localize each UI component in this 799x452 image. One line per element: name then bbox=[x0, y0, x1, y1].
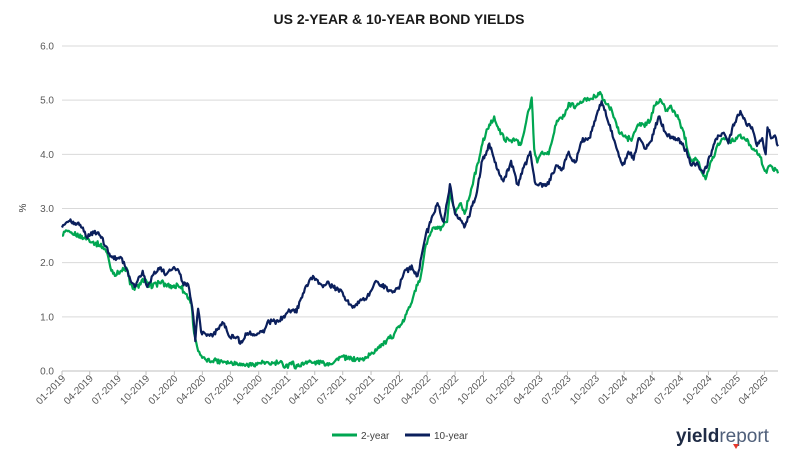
x-tick-label: 10-2020 bbox=[231, 373, 265, 407]
x-tick-label: 01-2020 bbox=[147, 373, 181, 407]
series-line-10-year bbox=[60, 100, 779, 345]
legend-label-10-year: 10-year bbox=[434, 431, 469, 442]
brand-logo-bold: yield bbox=[676, 426, 719, 447]
x-tick-label: 01-2025 bbox=[709, 373, 743, 407]
x-tick-label: 01-2024 bbox=[596, 373, 630, 407]
x-tick-label: 01-2019 bbox=[34, 373, 68, 407]
x-axis-ticks: 01-201904-201907-201910-201901-202004-20… bbox=[34, 371, 771, 407]
x-tick-label: 10-2022 bbox=[456, 373, 490, 407]
legend-label-2-year: 2-year bbox=[361, 431, 390, 442]
x-tick-label: 04-2020 bbox=[175, 373, 209, 407]
y-tick-label: 0.0 bbox=[40, 367, 54, 378]
x-tick-label: 07-2022 bbox=[427, 373, 461, 407]
x-tick-label: 01-2021 bbox=[259, 373, 293, 407]
y-tick-label: 2.0 bbox=[40, 258, 54, 269]
y-tick-label: 6.0 bbox=[40, 42, 54, 53]
x-tick-label: 01-2022 bbox=[372, 373, 406, 407]
y-tick-label: 5.0 bbox=[40, 96, 54, 107]
series-line-2-year bbox=[61, 90, 780, 370]
brand-logo: yieldreport bbox=[676, 426, 770, 449]
x-tick-label: 10-2021 bbox=[343, 373, 377, 407]
y-tick-label: 4.0 bbox=[40, 150, 54, 161]
x-tick-label: 07-2021 bbox=[315, 373, 349, 407]
x-tick-label: 01-2023 bbox=[484, 373, 518, 407]
x-tick-label: 04-2019 bbox=[62, 373, 96, 407]
gridlines bbox=[62, 45, 778, 372]
x-tick-label: 04-2025 bbox=[737, 373, 771, 407]
series-lines bbox=[60, 90, 780, 370]
x-tick-label: 04-2022 bbox=[399, 373, 433, 407]
chart-title: US 2-YEAR & 10-YEAR BOND YIELDS bbox=[273, 11, 524, 27]
x-tick-label: 04-2023 bbox=[512, 373, 546, 407]
legend: 2-year 10-year bbox=[332, 431, 469, 442]
y-tick-label: 3.0 bbox=[40, 204, 54, 215]
x-tick-label: 10-2023 bbox=[568, 373, 602, 407]
x-tick-label: 04-2021 bbox=[287, 373, 321, 407]
y-axis-ticks: 0.0 1.0 2.0 3.0 4.0 5.0 6.0 bbox=[40, 42, 54, 378]
x-tick-label: 10-2019 bbox=[118, 373, 152, 407]
y-axis-label: % bbox=[18, 203, 29, 212]
brand-accent-icon bbox=[733, 444, 739, 449]
brand-logo-text: yieldreport bbox=[676, 426, 770, 447]
y-tick-label: 1.0 bbox=[40, 312, 54, 323]
x-tick-label: 10-2024 bbox=[681, 373, 715, 407]
x-tick-label: 07-2023 bbox=[540, 373, 574, 407]
x-tick-label: 07-2020 bbox=[203, 373, 237, 407]
brand-logo-light: report bbox=[719, 426, 769, 447]
x-tick-label: 07-2019 bbox=[90, 373, 124, 407]
x-tick-label: 07-2024 bbox=[653, 373, 687, 407]
x-tick-label: 04-2024 bbox=[624, 373, 658, 407]
